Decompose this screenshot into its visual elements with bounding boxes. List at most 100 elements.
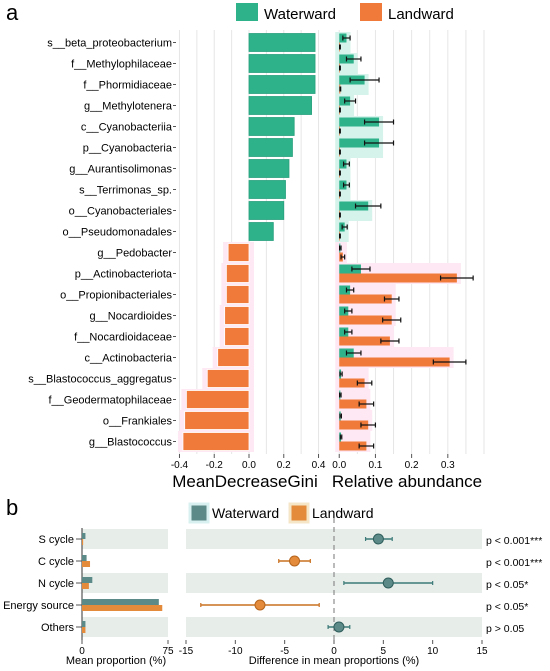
proportion-bar-waterward <box>82 533 86 539</box>
category-label: Others <box>41 622 75 634</box>
proportion-bar-waterward <box>82 621 86 627</box>
abundance-bar-waterward <box>339 327 349 337</box>
taxon-label: g__Methylotenera <box>84 101 173 113</box>
gini-bar <box>217 348 250 367</box>
legend-b-label-landward: Landward <box>312 505 374 521</box>
gini-bar <box>248 180 286 199</box>
taxon-label: g__Aurantisolimonas <box>69 164 172 176</box>
taxon-label: o__Pseudomonadales <box>63 227 173 239</box>
proportion-bar-landward <box>82 583 89 589</box>
p-value-label: p < 0.001*** <box>486 535 542 547</box>
taxon-label: c__Actinobacteria <box>85 353 173 365</box>
proportion-bars <box>82 533 163 633</box>
abundance-tick-label: 0.0 <box>332 460 346 471</box>
category-labels: S cycle C cycle N cycle Energy source Others <box>3 534 82 634</box>
category-label: Energy source <box>3 600 74 612</box>
abundance-bar-waterward <box>339 264 361 274</box>
proportion-row-bands <box>81 528 168 640</box>
gini-bar <box>248 117 295 136</box>
abundance-bar-waterward <box>339 159 347 169</box>
gini-bar <box>248 96 312 115</box>
gini-tick-label: -0.4 <box>171 460 189 471</box>
difference-point <box>372 533 384 545</box>
taxon-label: f__Geodermatophilaceae <box>48 395 172 407</box>
abundance-x-axis: 0.0 0.1 0.2 0.3 <box>332 454 455 471</box>
taxon-label: s__Blastococcus_aggregatus <box>28 374 172 386</box>
abundance-plot: 0.0 0.1 0.2 0.3 Relative abundance <box>332 30 485 491</box>
p-value-label: p < 0.001*** <box>486 557 542 569</box>
legend-swatch-waterward <box>236 3 258 21</box>
gini-bar <box>248 75 316 94</box>
abundance-bar-waterward <box>339 285 351 295</box>
proportion-bar-waterward <box>82 577 93 583</box>
difference-row-bands <box>186 518 482 640</box>
proportion-tick-label: 0 <box>79 646 85 657</box>
gini-bar <box>227 243 250 262</box>
gini-tick-label: 0.0 <box>242 460 256 471</box>
gini-bar <box>248 201 285 220</box>
proportion-row-band <box>82 551 168 571</box>
abundance-bar-waterward <box>339 180 347 190</box>
taxon-label: p__Cyanobacteria <box>83 143 173 155</box>
proportion-bar-landward <box>82 539 84 545</box>
difference-point <box>333 621 345 633</box>
proportion-xlabel: Mean proportion (%) <box>66 655 166 667</box>
gini-bar <box>226 264 250 283</box>
abundance-bar-landward <box>339 315 392 325</box>
gini-tick-label: 0.2 <box>277 460 291 471</box>
taxa-labels: s__beta_proteobacterium f__Methylophilace… <box>28 38 176 449</box>
taxon-label: f__Phormidiaceae <box>83 80 172 92</box>
difference-tick-label: -5 <box>280 646 289 657</box>
p-value-label: p > 0.05 <box>486 623 524 635</box>
abundance-bar-landward <box>339 378 365 388</box>
abundance-bar-waterward <box>339 201 369 211</box>
abundance-bar-landward <box>339 420 369 430</box>
panel-a-legend: Waterward Landward <box>236 3 454 23</box>
abundance-bar-landward <box>339 294 392 304</box>
gini-tick-label: -0.2 <box>206 460 224 471</box>
gini-plot: -0.4 -0.2 0.0 0.2 0.4 s__beta_proteobacteriu… <box>28 30 326 491</box>
p-value-label: p < 0.05* <box>486 579 528 591</box>
p-value-labels: p < 0.001*** p < 0.001*** p < 0.05* p < 0.0… <box>486 535 542 635</box>
gini-bar <box>182 432 250 451</box>
difference-tick-label: -10 <box>228 646 243 657</box>
taxon-label: f__Methylophilaceae <box>71 59 172 71</box>
gini-x-axis: -0.4 -0.2 0.0 0.2 0.4 <box>171 454 326 471</box>
difference-marks <box>200 533 434 633</box>
difference-tick-label: 15 <box>476 646 488 657</box>
gini-bar <box>186 390 250 409</box>
proportion-bar-landward <box>82 627 86 633</box>
difference-xlabel: Difference in mean proportions (%) <box>249 655 419 667</box>
proportion-bar-landward <box>82 605 163 611</box>
legend-b-label-waterward: Waterward <box>212 505 279 521</box>
difference-point <box>254 599 266 611</box>
abundance-bar-landward <box>339 273 457 283</box>
abundance-bar-waterward <box>339 306 349 316</box>
difference-point <box>289 555 301 567</box>
taxon-label: g__Blastococcus <box>89 437 173 449</box>
difference-x-axis: -15 -10 -5 0 5 10 15 <box>179 640 488 657</box>
panel-a-letter: a <box>6 0 19 25</box>
abundance-tick-label: 0.3 <box>441 460 455 471</box>
difference-tick-label: 5 <box>381 646 387 657</box>
gini-bars <box>177 33 316 452</box>
legend-label-landward: Landward <box>388 6 454 23</box>
abundance-tick-label: 0.1 <box>368 460 382 471</box>
proportion-row-band <box>82 573 168 593</box>
abundance-tick-label: 0.2 <box>405 460 419 471</box>
gini-bar <box>248 159 290 178</box>
abundance-bar-landward <box>339 336 390 346</box>
gini-bar <box>248 33 316 52</box>
proportion-plot: 0 75 S cycle C cycle N cycle Energy source Ot… <box>3 528 174 667</box>
proportion-row-band <box>82 529 168 549</box>
category-label: C cycle <box>38 556 74 568</box>
gini-bar <box>226 285 250 304</box>
abundance-bars <box>335 32 474 452</box>
gini-bar <box>248 138 293 157</box>
difference-row-band <box>186 551 482 571</box>
panel-b-legend: Waterward Landward <box>188 502 374 524</box>
category-label: S cycle <box>39 534 74 546</box>
panel-b-letter: b <box>6 495 18 520</box>
